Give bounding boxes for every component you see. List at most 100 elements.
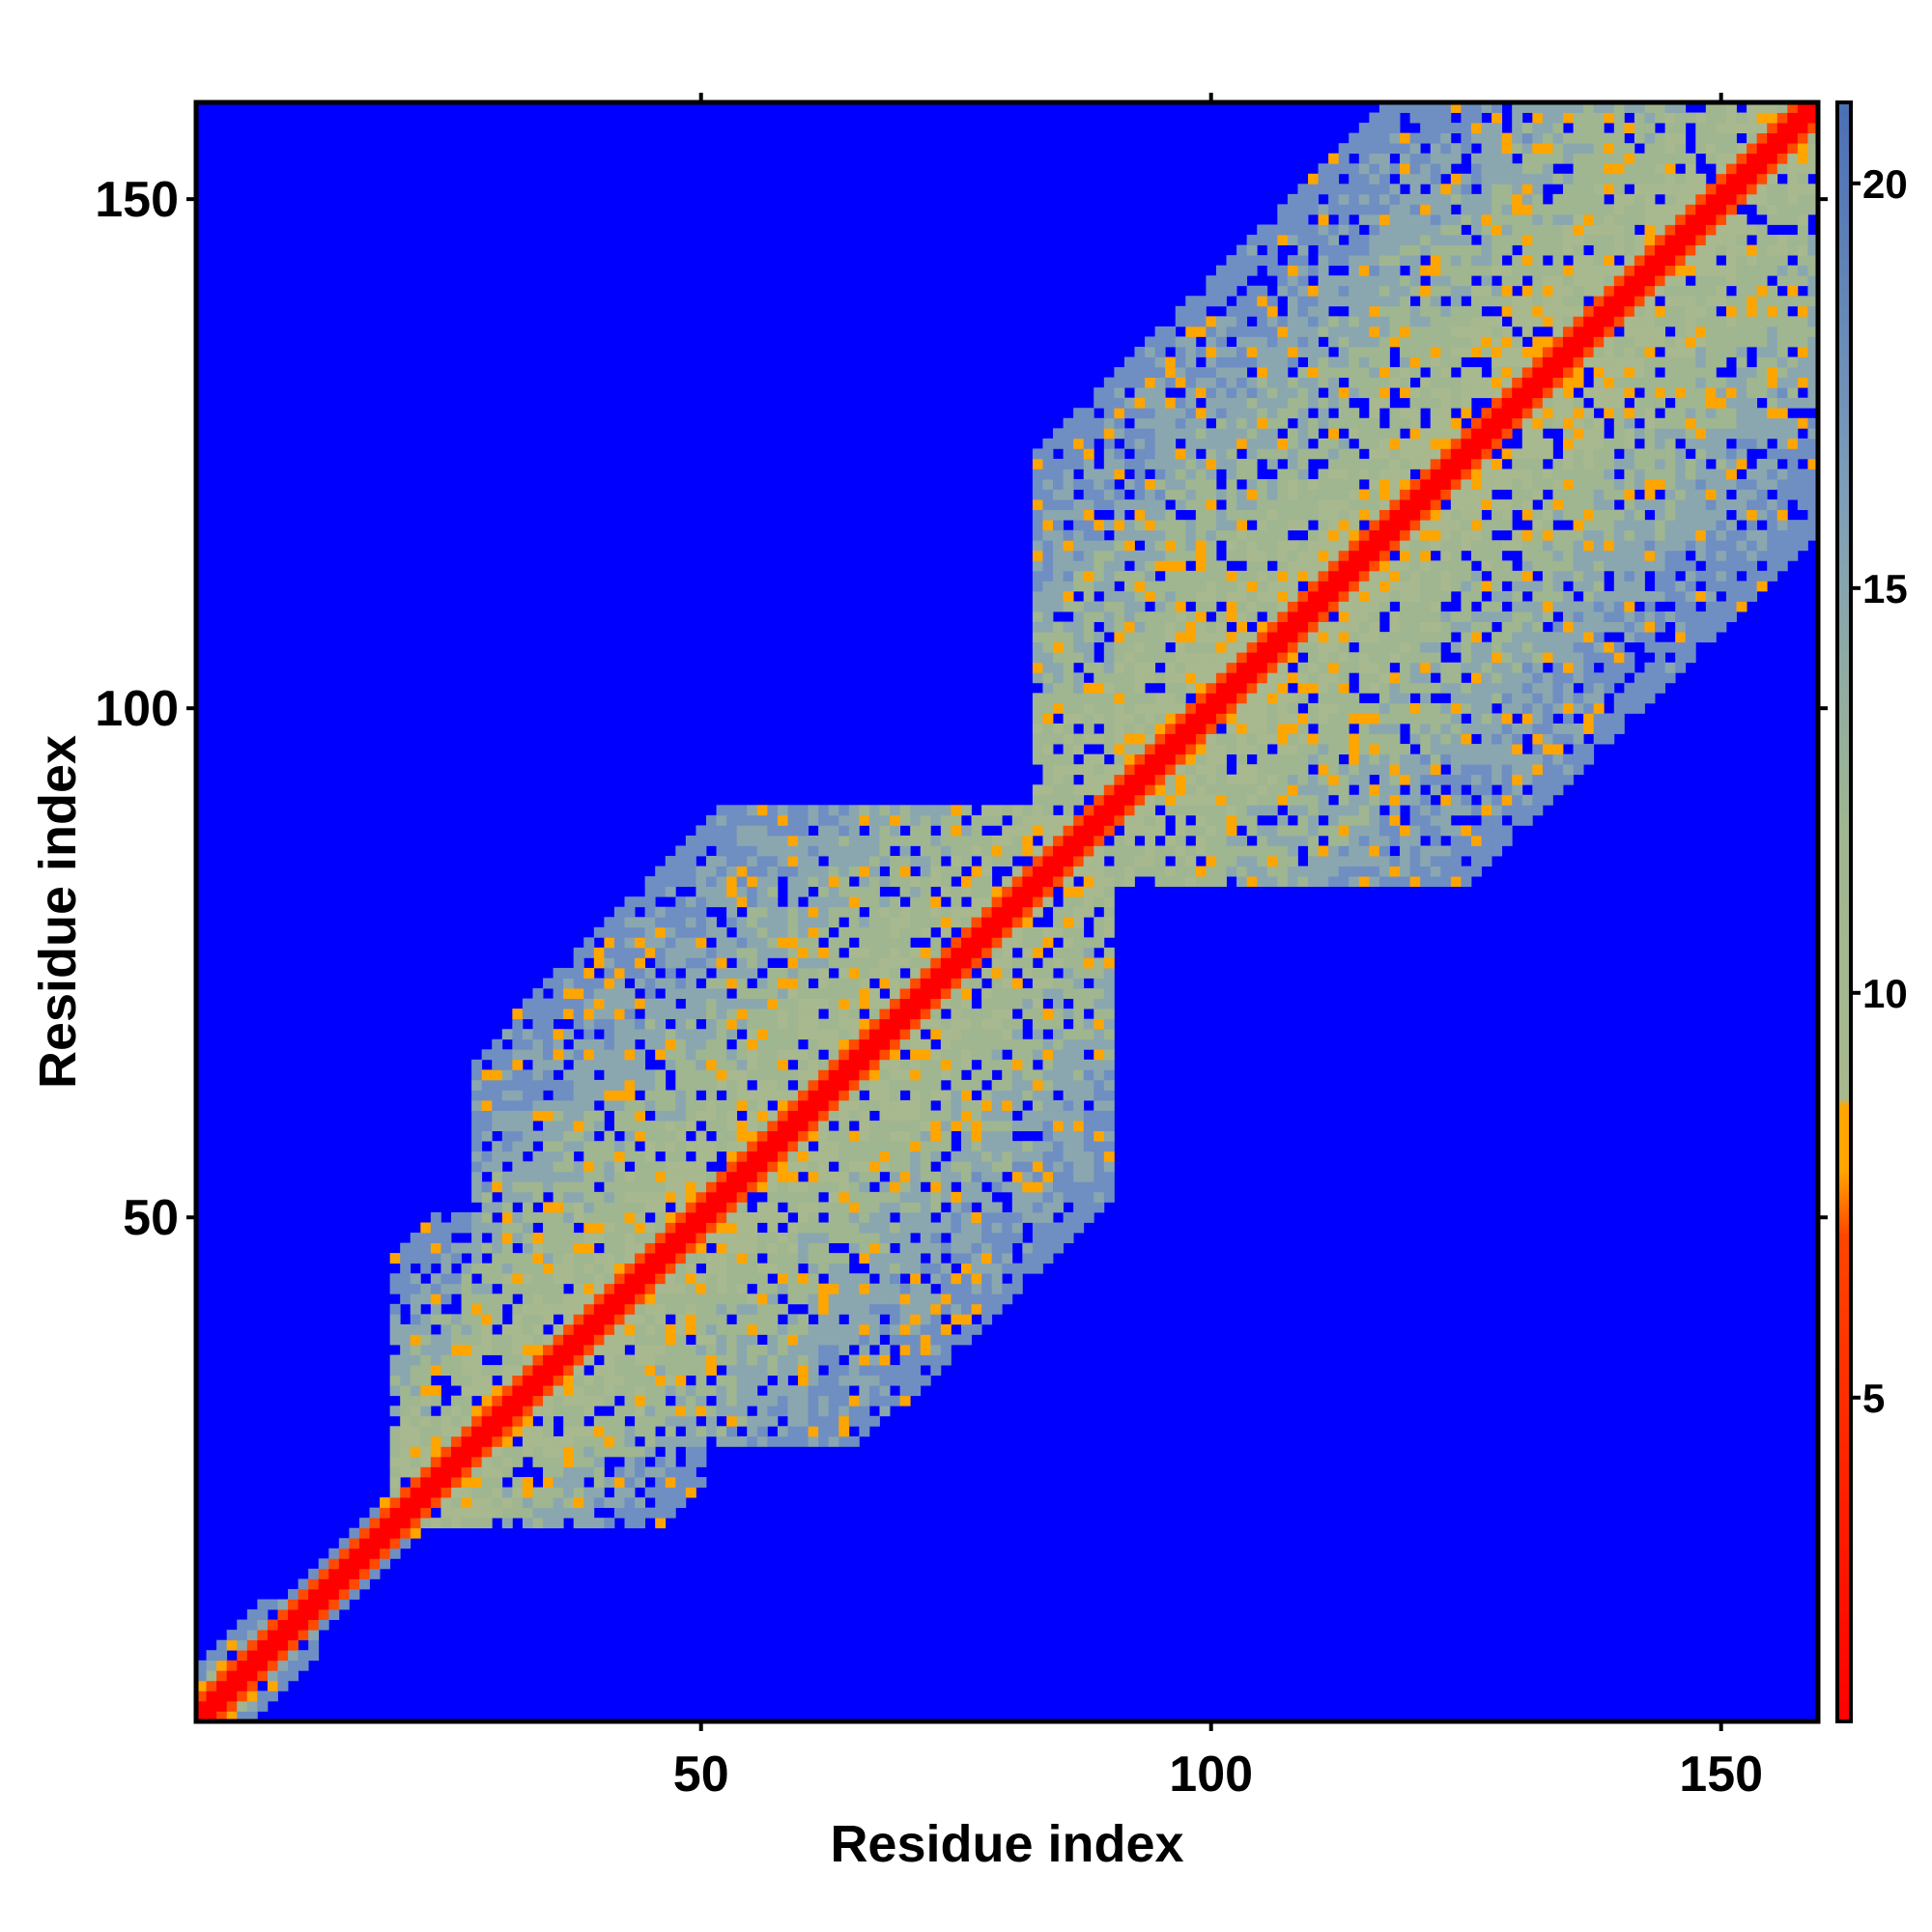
heatmap-cell xyxy=(450,1518,462,1529)
heatmap-cell xyxy=(899,1211,911,1223)
heatmap-cell xyxy=(1042,632,1054,643)
heatmap-cell xyxy=(450,1435,462,1447)
heatmap-cell xyxy=(471,1365,483,1377)
heatmap-cell xyxy=(1103,428,1115,440)
heatmap-cell xyxy=(1123,856,1135,867)
heatmap-cell xyxy=(890,1334,901,1346)
heatmap-cell xyxy=(787,1100,799,1111)
heatmap-cell xyxy=(206,1700,217,1712)
heatmap-cell xyxy=(899,1385,911,1397)
heatmap-cell xyxy=(1175,713,1186,724)
heatmap-cell xyxy=(624,1151,636,1162)
heatmap-cell xyxy=(471,1303,483,1315)
heatmap-cell xyxy=(1103,590,1115,602)
heatmap-cell xyxy=(787,866,799,877)
heatmap-cell xyxy=(655,1344,667,1355)
heatmap-cell xyxy=(696,1202,707,1213)
heatmap-cell xyxy=(1083,550,1094,561)
heatmap-cell xyxy=(644,1303,656,1315)
heatmap-cell xyxy=(644,1375,656,1386)
heatmap-cell xyxy=(1287,428,1298,440)
heatmap-cell xyxy=(543,1222,554,1234)
heatmap-cell xyxy=(1154,845,1166,857)
heatmap-cell xyxy=(991,998,1003,1009)
heatmap-cell xyxy=(868,1090,880,1101)
heatmap-cell xyxy=(685,1365,696,1377)
heatmap-cell xyxy=(1011,988,1023,999)
heatmap-cell xyxy=(563,1497,575,1509)
heatmap-cell xyxy=(798,1191,809,1203)
heatmap-cell xyxy=(573,1191,584,1203)
heatmap-cell xyxy=(1042,967,1054,979)
heatmap-cell xyxy=(583,1038,595,1050)
heatmap-cell xyxy=(1226,866,1237,877)
heatmap-cell xyxy=(1083,641,1094,653)
heatmap-cell xyxy=(716,1283,727,1294)
heatmap-cell xyxy=(1287,285,1298,297)
heatmap-cell xyxy=(400,1365,412,1377)
heatmap-cell xyxy=(971,1018,982,1030)
heatmap-cell xyxy=(1308,193,1319,205)
heatmap-cell xyxy=(1236,794,1248,806)
heatmap-cell xyxy=(696,1029,707,1040)
heatmap-cell xyxy=(899,1141,911,1152)
heatmap-cell xyxy=(471,1497,483,1509)
heatmap-cell xyxy=(1053,998,1064,1009)
heatmap-cell xyxy=(828,1038,839,1050)
heatmap-cell xyxy=(635,947,646,958)
heatmap-cell xyxy=(1073,835,1085,846)
heatmap-cell xyxy=(440,1426,452,1437)
heatmap-cell xyxy=(798,998,809,1009)
heatmap-cell xyxy=(675,1375,687,1386)
heatmap-cell xyxy=(848,1181,860,1193)
heatmap-cell xyxy=(971,1273,982,1285)
heatmap-cell xyxy=(747,1242,758,1254)
heatmap-cell xyxy=(767,1303,779,1315)
heatmap-cell xyxy=(736,1314,748,1325)
heatmap-cell xyxy=(1123,641,1135,653)
heatmap-cell xyxy=(1094,529,1105,541)
heatmap-cell xyxy=(1328,550,1340,561)
heatmap-cell xyxy=(899,917,911,928)
heatmap-cell xyxy=(1246,856,1258,867)
heatmap-cell xyxy=(206,1670,217,1682)
heatmap-cell xyxy=(716,1323,727,1335)
heatmap-cell xyxy=(1002,1211,1013,1223)
heatmap-cell xyxy=(1175,794,1186,806)
heatmap-cell xyxy=(665,1059,676,1070)
heatmap-cell xyxy=(920,1141,931,1152)
heatmap-cell xyxy=(1145,581,1156,592)
heatmap-cell xyxy=(1297,784,1309,796)
heatmap-cell xyxy=(1063,1090,1074,1101)
heatmap-cell xyxy=(1094,794,1105,806)
heatmap-cell xyxy=(1287,204,1298,215)
heatmap-cell xyxy=(910,1049,922,1061)
heatmap-cell xyxy=(1195,367,1207,378)
heatmap-cell xyxy=(1094,886,1105,897)
heatmap-cell xyxy=(848,1151,860,1162)
heatmap-cell xyxy=(1318,744,1329,755)
heatmap-cell xyxy=(624,917,636,928)
heatmap-cell xyxy=(991,835,1003,846)
heatmap-cell xyxy=(1073,814,1085,826)
heatmap-cell xyxy=(705,1303,717,1315)
heatmap-cell xyxy=(665,926,676,938)
heatmap-cell xyxy=(501,1079,513,1091)
heatmap-cell xyxy=(613,937,625,949)
heatmap-cell xyxy=(1308,845,1319,857)
heatmap-cell xyxy=(1206,469,1217,480)
heatmap-cell xyxy=(553,1181,564,1193)
heatmap-cell xyxy=(1134,550,1146,561)
heatmap-cell xyxy=(1236,367,1248,378)
heatmap-cell xyxy=(1175,876,1186,888)
heatmap-cell xyxy=(1134,458,1146,469)
heatmap-cell xyxy=(1318,652,1329,664)
heatmap-cell xyxy=(960,1100,972,1111)
heatmap-cell xyxy=(624,988,636,999)
heatmap-cell xyxy=(767,896,779,908)
heatmap-cell xyxy=(573,1069,584,1081)
heatmap-cell xyxy=(940,1211,952,1223)
heatmap-cell xyxy=(1063,957,1074,969)
heatmap-cell xyxy=(1042,774,1054,785)
heatmap-cell xyxy=(848,1059,860,1070)
